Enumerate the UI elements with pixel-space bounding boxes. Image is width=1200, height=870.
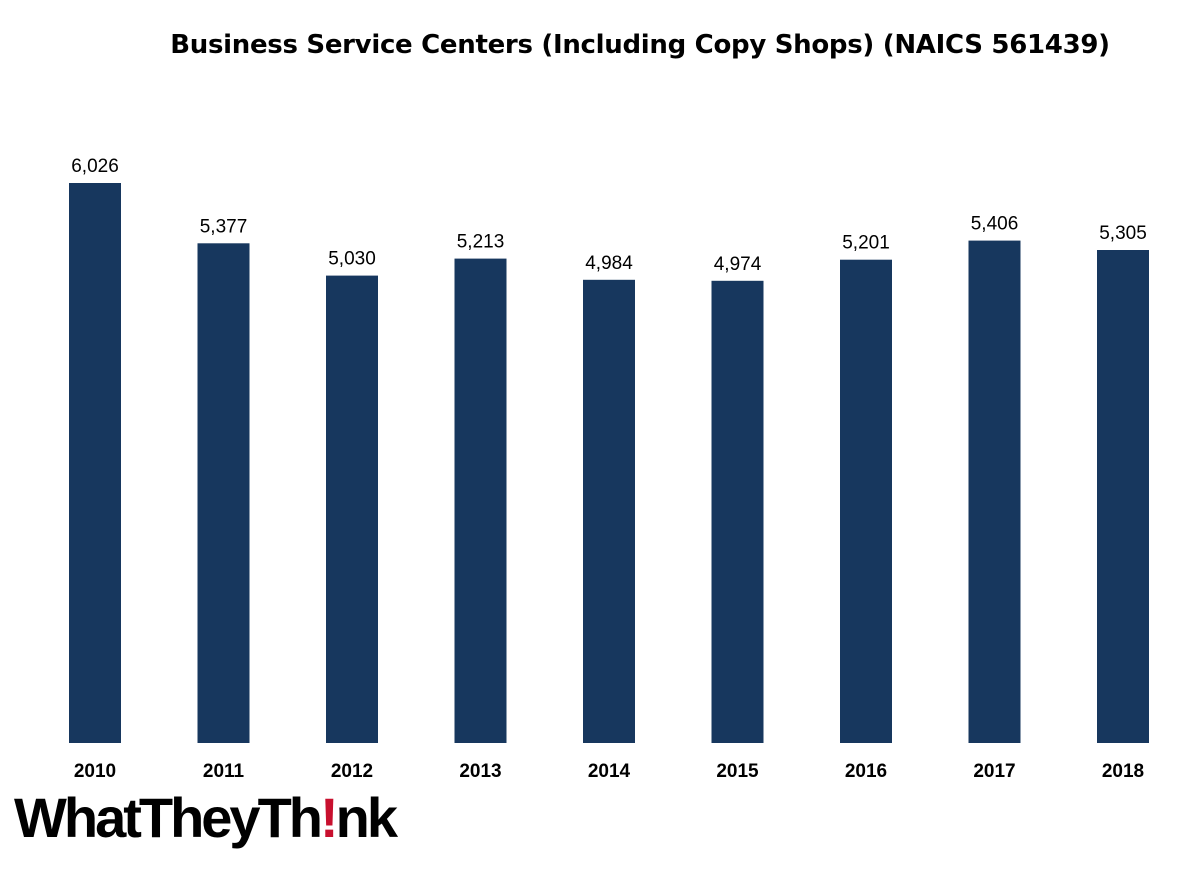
category-labels-group: 2010 2011 2012 2013 2014 2015 2016 2017 2018 — [74, 761, 1144, 782]
bar-2016 — [840, 259, 892, 743]
value-labels-group: 6,026 5,377 5,030 5,213 4,984 4,974 5,201 5,406… — [71, 156, 1147, 275]
x-tick-label-2012: 2012 — [331, 761, 373, 782]
x-tick-label-2014: 2014 — [588, 761, 631, 782]
whattheythink-logo: WhatTheyTh!nk — [14, 786, 398, 849]
bars-group — [69, 183, 1149, 744]
value-label-2013: 5,213 — [457, 232, 505, 253]
x-tick-label-2016: 2016 — [845, 761, 887, 782]
value-label-2017: 5,406 — [971, 214, 1019, 235]
bar-2010 — [69, 183, 121, 743]
bar-2017 — [968, 240, 1021, 743]
value-label-2015: 4,974 — [714, 254, 762, 275]
bar-2011 — [197, 243, 250, 744]
bar-chart: 6,026 5,377 5,030 5,213 4,984 4,974 5,201 5,406… — [69, 156, 1149, 782]
value-label-2014: 4,984 — [585, 253, 633, 274]
bar-2014 — [583, 279, 635, 743]
x-tick-label-2015: 2015 — [716, 761, 759, 782]
value-label-2011: 5,377 — [200, 216, 248, 237]
x-tick-label-2018: 2018 — [1102, 761, 1144, 782]
chart-title: Business Service Centers (Including Copy… — [170, 30, 1110, 60]
x-tick-label-2010: 2010 — [74, 761, 116, 782]
bar-2015 — [711, 280, 764, 743]
bar-2018 — [1097, 250, 1149, 743]
value-label-2010: 6,026 — [71, 156, 119, 177]
x-tick-label-2013: 2013 — [459, 761, 501, 782]
value-label-2016: 5,201 — [842, 233, 890, 254]
x-tick-label-2017: 2017 — [973, 761, 1015, 782]
value-label-2018: 5,305 — [1099, 223, 1147, 244]
value-label-2012: 5,030 — [328, 249, 376, 270]
bar-2013 — [454, 258, 507, 743]
bar-2012 — [326, 275, 378, 743]
x-tick-label-2011: 2011 — [203, 761, 245, 782]
